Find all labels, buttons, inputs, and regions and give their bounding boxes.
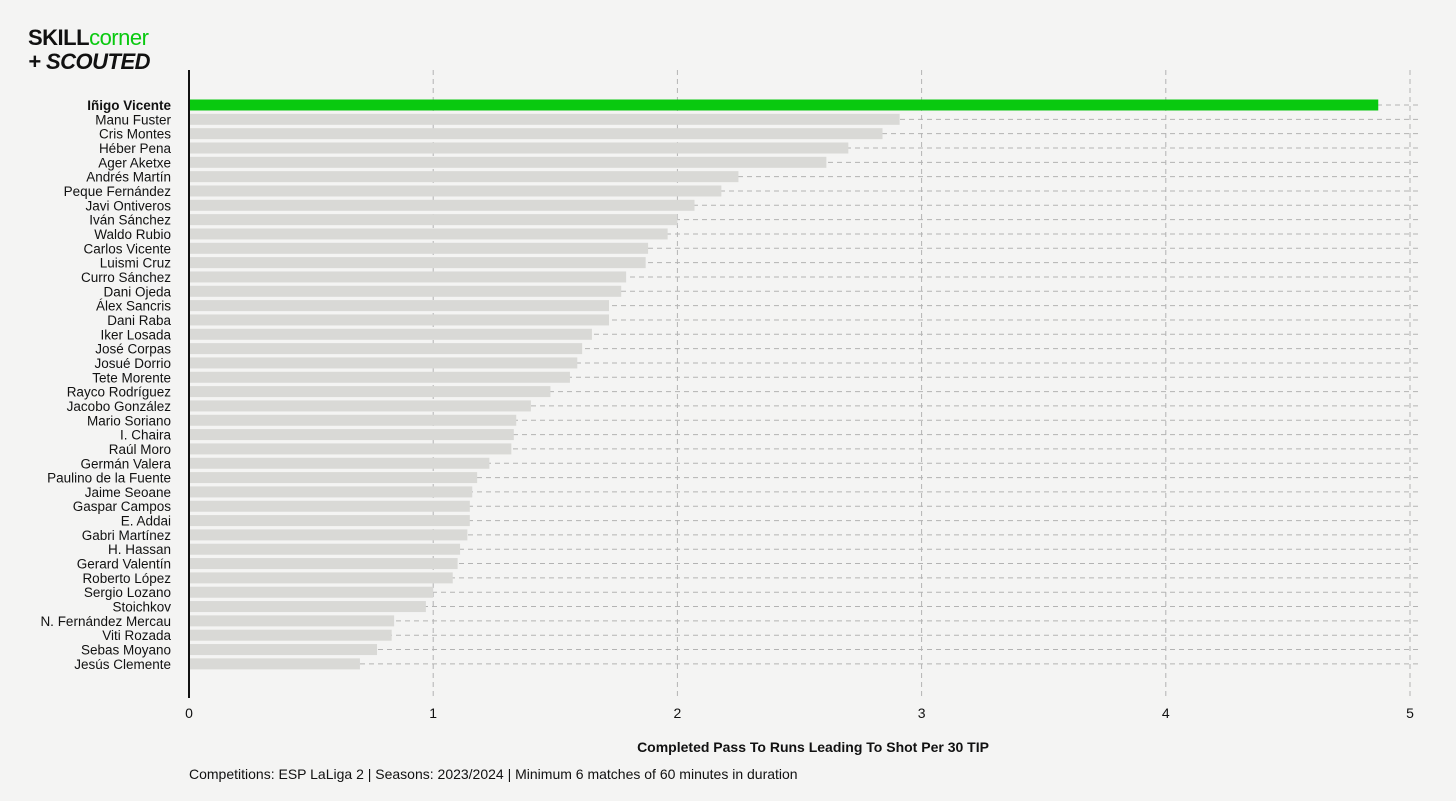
bar — [189, 285, 622, 297]
category-label: Jesús Clemente — [74, 657, 171, 672]
logo-scouted-text: + SCOUTED — [28, 49, 151, 72]
bar — [189, 228, 668, 240]
category-label: I. Chaira — [120, 428, 172, 443]
bar — [189, 271, 627, 283]
category-label: Jaime Seoane — [85, 485, 171, 500]
category-label: Javi Ontiveros — [85, 198, 171, 213]
category-label: Álex Sancris — [96, 299, 171, 314]
category-label: H. Hassan — [108, 542, 171, 557]
bar — [189, 371, 570, 383]
category-label: Waldo Rubio — [94, 227, 171, 242]
category-label: Roberto López — [82, 571, 171, 586]
bar — [189, 572, 453, 584]
x-tick-label: 0 — [185, 705, 193, 721]
x-tick-label: 4 — [1162, 705, 1170, 721]
bar — [189, 529, 468, 541]
category-label: Carlos Vicente — [83, 241, 171, 256]
grid-lines — [189, 70, 1422, 698]
category-label: N. Fernández Mercau — [40, 614, 171, 629]
bar — [189, 142, 849, 154]
category-label: Curro Sánchez — [81, 270, 171, 285]
category-label: José Corpas — [95, 342, 171, 357]
bar — [189, 300, 610, 312]
x-tick-label: 3 — [918, 705, 926, 721]
bar — [189, 357, 578, 369]
category-label: Ager Aketxe — [98, 155, 171, 170]
category-label: Iván Sánchez — [89, 213, 171, 228]
category-label: Cris Montes — [99, 127, 171, 142]
category-label: Manu Fuster — [95, 112, 171, 127]
chart-caption: Competitions: ESP LaLiga 2 | Seasons: 20… — [189, 766, 798, 782]
bar — [189, 156, 827, 168]
bar — [189, 414, 517, 426]
bar — [189, 558, 458, 570]
bar — [189, 386, 551, 398]
category-label: Stoichkov — [112, 600, 171, 615]
bar — [189, 400, 531, 412]
category-label: Dani Raba — [107, 313, 171, 328]
category-label: Mario Soriano — [87, 413, 171, 428]
category-label: Luismi Cruz — [100, 256, 172, 271]
bar — [189, 601, 426, 613]
bar — [189, 171, 739, 183]
bar — [189, 500, 470, 512]
category-label: E. Addai — [121, 514, 171, 529]
category-label: Josué Dorrio — [94, 356, 171, 371]
category-label: Gaspar Campos — [73, 499, 172, 514]
bar — [189, 429, 514, 441]
category-label: Peque Fernández — [64, 184, 172, 199]
bar — [189, 242, 649, 254]
bars — [189, 99, 1379, 670]
bar — [189, 214, 678, 226]
bar — [189, 658, 360, 670]
bar — [189, 472, 478, 484]
x-tick-label: 5 — [1406, 705, 1414, 721]
bar — [189, 343, 583, 355]
category-label: Paulino de la Fuente — [47, 471, 171, 486]
x-axis-label: Completed Pass To Runs Leading To Shot P… — [637, 739, 989, 755]
bar — [189, 644, 378, 656]
svg-text:SKILLcorner: SKILLcorner — [28, 26, 149, 50]
bar — [189, 257, 646, 269]
category-label: Raúl Moro — [109, 442, 171, 457]
bar — [189, 586, 434, 598]
category-label: Sergio Lozano — [84, 585, 171, 600]
bar — [189, 457, 490, 469]
category-label: Tete Morente — [92, 370, 171, 385]
bar — [189, 99, 1379, 111]
logo-corner-text: corner — [89, 26, 149, 50]
category-label: Jacobo González — [67, 399, 172, 414]
category-label: Iker Losada — [100, 327, 171, 342]
x-tick-label: 1 — [429, 705, 437, 721]
logo-skill-text: SKILL — [28, 26, 89, 50]
category-label: Viti Rozada — [102, 628, 171, 643]
bar — [189, 113, 900, 125]
category-label: Andrés Martín — [86, 170, 171, 185]
category-label: Héber Pena — [99, 141, 172, 156]
category-label: Sebas Moyano — [81, 643, 171, 658]
bar — [189, 128, 883, 140]
category-label: Dani Ojeda — [103, 284, 171, 299]
bar — [189, 515, 470, 527]
bar — [189, 615, 395, 627]
bar — [189, 314, 610, 326]
x-tick-label: 2 — [674, 705, 682, 721]
x-tick-labels: 0 1 2 3 4 5 — [185, 705, 1414, 721]
bar — [189, 199, 695, 211]
category-label: Iñigo Vicente — [87, 98, 171, 113]
bar — [189, 629, 392, 641]
bar — [189, 543, 461, 555]
category-label: Germán Valera — [80, 456, 171, 471]
bar — [189, 443, 512, 455]
category-label: Gerard Valentín — [77, 557, 171, 572]
bar — [189, 486, 473, 498]
bar — [189, 185, 722, 197]
skillcorner-scouted-logo: SKILLcorner + SCOUTED — [28, 26, 151, 72]
category-label: Rayco Rodríguez — [67, 385, 172, 400]
bar — [189, 328, 592, 340]
category-label: Gabri Martínez — [82, 528, 172, 543]
